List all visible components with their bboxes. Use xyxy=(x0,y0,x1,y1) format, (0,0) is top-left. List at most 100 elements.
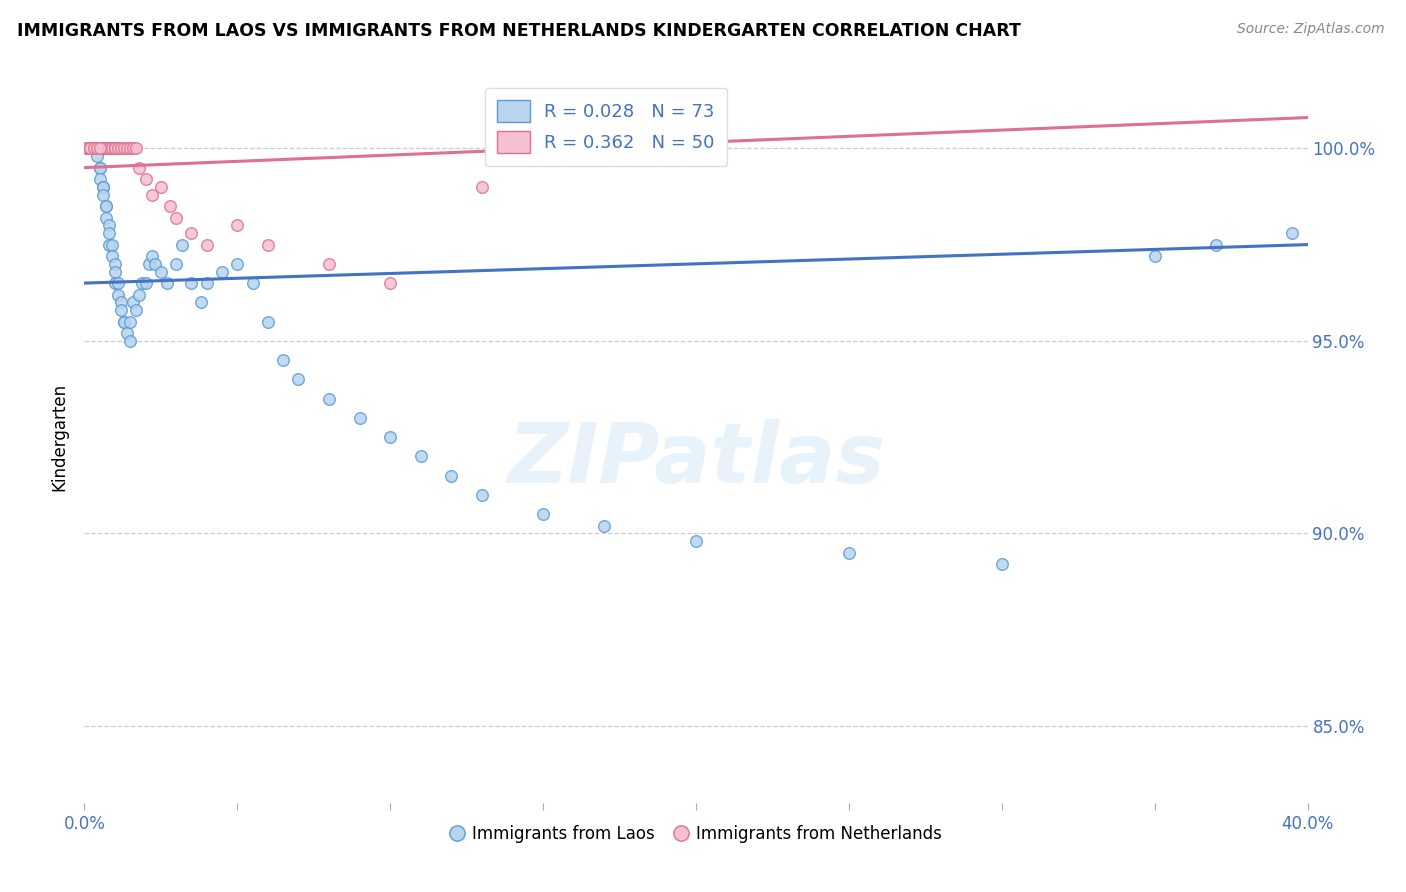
Point xyxy=(94,141,117,155)
Point xyxy=(287,372,309,386)
Point xyxy=(83,141,105,155)
Point xyxy=(101,141,124,155)
Point xyxy=(165,257,187,271)
Point xyxy=(86,141,108,155)
Point xyxy=(112,141,135,155)
Point xyxy=(180,276,202,290)
Point xyxy=(110,295,132,310)
Point xyxy=(190,295,212,310)
Point xyxy=(531,507,554,521)
Point xyxy=(120,334,142,348)
Point xyxy=(86,141,108,155)
Point xyxy=(257,237,280,252)
Point xyxy=(83,141,105,155)
Point xyxy=(120,315,142,329)
Point xyxy=(409,450,432,464)
Point xyxy=(380,276,402,290)
Point xyxy=(165,211,187,225)
Point xyxy=(172,237,194,252)
Point xyxy=(107,287,129,301)
Point xyxy=(79,141,101,155)
Point xyxy=(97,141,120,155)
Point xyxy=(94,199,117,213)
Point xyxy=(86,141,108,155)
Point xyxy=(135,172,157,186)
Point xyxy=(86,141,108,155)
Point xyxy=(76,141,98,155)
Point xyxy=(79,141,101,155)
Point xyxy=(318,257,340,271)
Point xyxy=(180,226,202,240)
Point xyxy=(91,179,114,194)
Point xyxy=(79,141,101,155)
Point xyxy=(141,249,163,263)
Point xyxy=(838,545,860,559)
Point xyxy=(135,276,157,290)
Point xyxy=(131,276,153,290)
Point xyxy=(83,141,105,155)
Point xyxy=(110,303,132,318)
Point xyxy=(125,303,148,318)
Point xyxy=(83,141,105,155)
Point xyxy=(91,187,114,202)
Point xyxy=(120,141,142,155)
Point xyxy=(112,315,135,329)
Point xyxy=(83,141,105,155)
Point xyxy=(226,219,249,233)
Point xyxy=(83,141,105,155)
Point xyxy=(104,257,127,271)
Point xyxy=(91,141,114,155)
Point xyxy=(76,141,98,155)
Point xyxy=(89,161,111,175)
Point xyxy=(89,141,111,155)
Point xyxy=(91,141,114,155)
Point xyxy=(115,326,138,340)
Point xyxy=(89,141,111,155)
Point xyxy=(76,141,98,155)
Point xyxy=(471,488,494,502)
Point xyxy=(1143,249,1166,263)
Point xyxy=(86,141,108,155)
Point xyxy=(141,187,163,202)
Point xyxy=(593,518,616,533)
Point xyxy=(104,276,127,290)
Point xyxy=(83,141,105,155)
Point xyxy=(83,141,105,155)
Point xyxy=(110,141,132,155)
Point xyxy=(83,141,105,155)
Point xyxy=(97,219,120,233)
Point xyxy=(211,264,233,278)
Point xyxy=(685,534,707,549)
Point xyxy=(86,141,108,155)
Point xyxy=(97,141,120,155)
Point xyxy=(86,149,108,163)
Legend: Immigrants from Laos, Immigrants from Netherlands: Immigrants from Laos, Immigrants from Ne… xyxy=(443,818,949,849)
Point xyxy=(97,237,120,252)
Point xyxy=(128,287,150,301)
Point xyxy=(149,264,172,278)
Point xyxy=(97,226,120,240)
Point xyxy=(156,276,179,290)
Point xyxy=(107,141,129,155)
Point xyxy=(125,141,148,155)
Point xyxy=(94,199,117,213)
Point xyxy=(159,199,181,213)
Point xyxy=(257,315,280,329)
Point xyxy=(271,353,294,368)
Point xyxy=(149,179,172,194)
Point xyxy=(471,179,494,194)
Text: ZIPatlas: ZIPatlas xyxy=(508,418,884,500)
Point xyxy=(91,179,114,194)
Point xyxy=(79,141,101,155)
Point xyxy=(101,249,124,263)
Point xyxy=(79,141,101,155)
Point xyxy=(104,141,127,155)
Point xyxy=(1281,226,1303,240)
Point xyxy=(1205,237,1227,252)
Point xyxy=(89,172,111,186)
Point xyxy=(79,141,101,155)
Point xyxy=(122,295,145,310)
Point xyxy=(380,430,402,444)
Point xyxy=(89,161,111,175)
Point xyxy=(91,141,114,155)
